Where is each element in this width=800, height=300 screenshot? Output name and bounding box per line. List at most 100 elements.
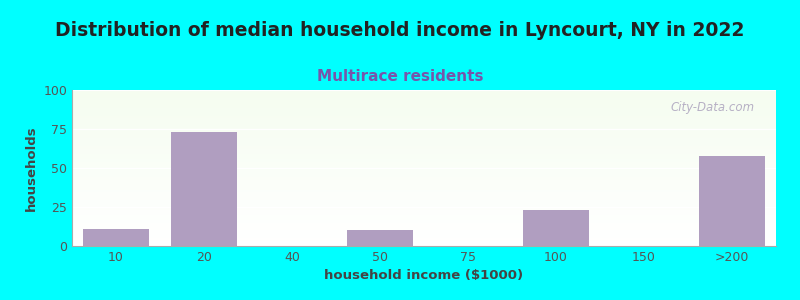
Bar: [72, 205, 776, 206]
Bar: [72, 189, 776, 190]
Bar: [72, 102, 776, 103]
Bar: [72, 147, 776, 148]
Bar: [72, 197, 776, 198]
Bar: [72, 98, 776, 99]
Bar: [72, 238, 776, 239]
Bar: [72, 138, 776, 139]
Bar: [72, 217, 776, 218]
Bar: [72, 162, 776, 163]
Bar: [72, 95, 776, 96]
Bar: [72, 181, 776, 182]
Bar: [72, 187, 776, 188]
Bar: [72, 101, 776, 102]
Bar: [72, 178, 776, 179]
Bar: [171, 132, 237, 246]
Bar: [72, 150, 776, 151]
Bar: [72, 134, 776, 135]
Bar: [72, 174, 776, 175]
Bar: [72, 137, 776, 138]
Bar: [72, 157, 776, 158]
Bar: [72, 148, 776, 149]
Bar: [72, 160, 776, 161]
Bar: [72, 167, 776, 168]
Bar: [72, 121, 776, 122]
Bar: [699, 155, 765, 246]
Bar: [72, 179, 776, 180]
Bar: [72, 211, 776, 212]
Bar: [72, 143, 776, 144]
Bar: [72, 199, 776, 200]
Bar: [72, 142, 776, 143]
Bar: [72, 146, 776, 147]
Bar: [72, 212, 776, 213]
Bar: [72, 232, 776, 233]
Bar: [72, 107, 776, 108]
Text: Multirace residents: Multirace residents: [317, 69, 483, 84]
Bar: [72, 171, 776, 172]
Bar: [72, 209, 776, 210]
Bar: [72, 105, 776, 106]
Bar: [72, 216, 776, 217]
Bar: [72, 191, 776, 192]
Bar: [72, 203, 776, 204]
Bar: [72, 207, 776, 208]
Bar: [72, 127, 776, 128]
Bar: [72, 106, 776, 107]
Bar: [72, 230, 776, 231]
Bar: [72, 192, 776, 193]
Bar: [72, 183, 776, 184]
Bar: [72, 125, 776, 126]
Bar: [72, 236, 776, 237]
Bar: [72, 93, 776, 94]
Bar: [72, 103, 776, 104]
Bar: [72, 92, 776, 93]
Bar: [72, 128, 776, 129]
Bar: [72, 112, 776, 113]
Bar: [72, 156, 776, 157]
Bar: [72, 96, 776, 97]
Bar: [83, 229, 149, 246]
Bar: [72, 233, 776, 234]
Bar: [72, 94, 776, 95]
Bar: [72, 140, 776, 141]
Bar: [72, 123, 776, 124]
Bar: [72, 90, 776, 91]
Bar: [72, 164, 776, 165]
Bar: [72, 193, 776, 194]
Bar: [72, 177, 776, 178]
Bar: [72, 175, 776, 176]
Bar: [72, 131, 776, 132]
Bar: [72, 152, 776, 153]
Bar: [72, 109, 776, 110]
Bar: [72, 149, 776, 150]
Bar: [72, 165, 776, 166]
Bar: [72, 222, 776, 223]
Bar: [72, 132, 776, 133]
Bar: [72, 228, 776, 229]
Bar: [72, 223, 776, 224]
Bar: [72, 210, 776, 211]
Bar: [72, 180, 776, 181]
Bar: [72, 139, 776, 140]
Bar: [72, 173, 776, 174]
Bar: [72, 163, 776, 164]
Y-axis label: households: households: [25, 125, 38, 211]
Bar: [72, 194, 776, 195]
Bar: [72, 202, 776, 203]
Bar: [72, 126, 776, 127]
Bar: [72, 110, 776, 111]
Bar: [72, 104, 776, 105]
Bar: [72, 218, 776, 219]
Bar: [72, 214, 776, 215]
Bar: [72, 133, 776, 134]
Bar: [72, 239, 776, 240]
Bar: [72, 168, 776, 169]
Bar: [72, 100, 776, 101]
Bar: [72, 200, 776, 201]
Bar: [72, 153, 776, 154]
Bar: [72, 196, 776, 197]
Bar: [72, 190, 776, 191]
Bar: [72, 186, 776, 187]
Bar: [72, 166, 776, 167]
Bar: [72, 135, 776, 136]
